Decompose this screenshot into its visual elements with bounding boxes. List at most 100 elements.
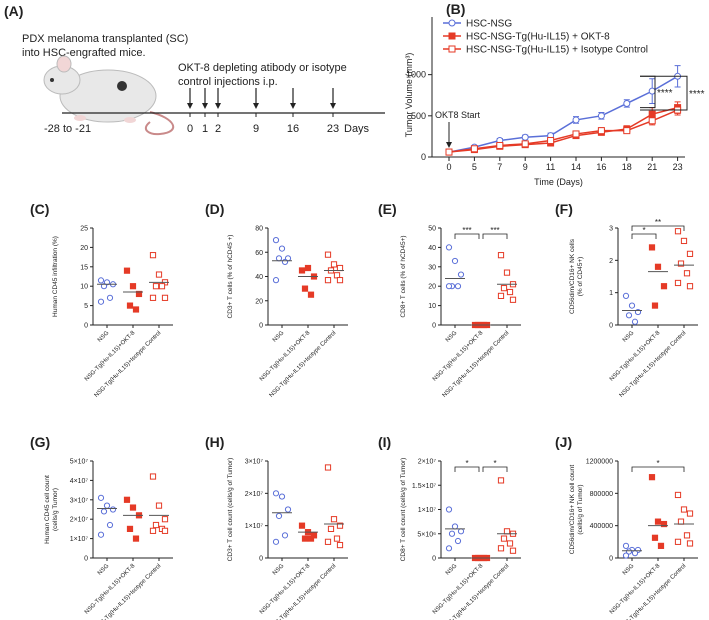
x-tick-label: 23 — [673, 162, 683, 172]
y-tick-label: 40 — [428, 245, 436, 252]
data-point — [503, 269, 511, 276]
day-label: 1 — [202, 123, 208, 135]
x-tick-label: NSG — [445, 330, 459, 344]
data-point — [448, 530, 456, 537]
data-point — [275, 255, 283, 262]
data-point — [631, 318, 639, 325]
data-point — [521, 133, 529, 141]
data-point — [547, 137, 555, 145]
day-label: 2 — [215, 123, 221, 135]
data-point — [496, 141, 504, 149]
significance-bracket — [482, 466, 508, 472]
data-point — [330, 261, 338, 268]
data-point — [674, 491, 682, 499]
series-line — [448, 106, 678, 153]
y-axis-label: CD56dim/CD16+ NK cell count — [569, 465, 576, 555]
data-point — [100, 508, 108, 515]
x-tick-label: NSG-Tg(Hu-IL15)+OKT-8 — [259, 330, 312, 383]
data-point — [686, 510, 694, 517]
data-point — [155, 271, 163, 278]
x-tick-label: NSG — [272, 563, 286, 577]
data-point — [106, 294, 114, 301]
data-point — [445, 545, 453, 552]
data-point — [149, 473, 157, 480]
y-tick-label: 0 — [609, 323, 613, 330]
legend-marker — [448, 32, 456, 40]
y-tick-label: 500 — [411, 111, 426, 121]
y-axis-label: CD8+ T cells (% of hCD45+) — [400, 235, 407, 317]
mouse-illustration — [43, 55, 175, 136]
data-point — [97, 298, 105, 305]
data-point — [129, 504, 137, 511]
y-tick-label: 0 — [432, 323, 436, 330]
data-point — [572, 116, 580, 124]
data-point — [324, 251, 332, 258]
data-point — [272, 277, 280, 284]
x-tick-label: 18 — [622, 162, 632, 172]
significance-bracket — [631, 225, 685, 231]
data-point — [506, 540, 514, 547]
y-tick-label: 1200000 — [586, 459, 613, 466]
y-axis-label: CD8+ T cell count (cells/g of Tumor) — [400, 458, 407, 562]
data-point — [97, 494, 105, 501]
data-point — [680, 237, 688, 245]
data-point — [445, 148, 453, 156]
y-tick-label: 800000 — [590, 491, 613, 498]
significance-label: ** — [655, 218, 661, 227]
x-axis-label: Time (Days) — [534, 177, 583, 187]
panel-label: (I) — [378, 434, 391, 450]
data-point — [648, 244, 656, 251]
data-point — [445, 283, 453, 290]
data-point — [301, 535, 309, 542]
data-point — [521, 140, 529, 148]
significance-bracket — [631, 466, 685, 472]
y-tick-label: 30 — [428, 264, 436, 271]
data-point — [631, 550, 639, 557]
day-label: 9 — [253, 123, 259, 135]
panel-label: (H) — [205, 434, 224, 450]
data-point — [161, 527, 169, 534]
arrow-head — [253, 103, 259, 109]
data-point — [149, 252, 157, 259]
panel-label: (A) — [4, 3, 23, 19]
data-point — [674, 538, 682, 545]
y-tick-label: 20 — [428, 284, 436, 291]
data-point — [330, 516, 338, 523]
day-label: 23 — [327, 123, 339, 135]
data-point — [623, 99, 631, 107]
y-tick-label: 1×10⁷ — [418, 507, 437, 514]
data-point — [103, 502, 111, 509]
arrow-head — [215, 103, 221, 109]
data-point — [298, 522, 306, 529]
data-point — [327, 525, 335, 532]
y-tick-label: 0 — [259, 323, 263, 330]
data-point — [284, 506, 292, 513]
y-axis-label: (% of CD45+) — [577, 257, 584, 297]
y-tick-label: 60 — [255, 250, 263, 257]
data-point — [683, 270, 691, 277]
y-tick-label: 1 — [609, 290, 613, 297]
y-tick-label: 50 — [428, 226, 436, 233]
data-point — [509, 547, 517, 554]
x-tick-label: NSG — [272, 330, 286, 344]
y-axis-label: (cells/g Tumor) — [52, 488, 59, 531]
data-point — [648, 474, 656, 481]
y-tick-label: 15 — [80, 264, 88, 271]
significance-label: *** — [462, 226, 471, 235]
data-point — [622, 542, 630, 549]
y-tick-label: 2×10⁷ — [70, 517, 89, 524]
x-tick-label: NSG-Tg(Hu-IL15)+OKT-8 — [432, 563, 485, 616]
data-point — [597, 127, 605, 135]
x-tick-label: 9 — [523, 162, 528, 172]
data-point — [272, 538, 280, 545]
data-point — [129, 283, 137, 290]
legend-marker — [448, 19, 456, 27]
data-point — [281, 258, 289, 266]
data-point — [272, 237, 280, 244]
y-axis-label: CD56dim/CD16+ NK cells — [569, 238, 576, 314]
protocol-text: PDX melanoma transplanted (SC) — [22, 33, 188, 45]
data-point — [651, 534, 659, 541]
y-axis-label: Human CD45 infiltration (%) — [52, 236, 59, 317]
data-point — [657, 542, 665, 549]
data-point — [123, 496, 131, 503]
